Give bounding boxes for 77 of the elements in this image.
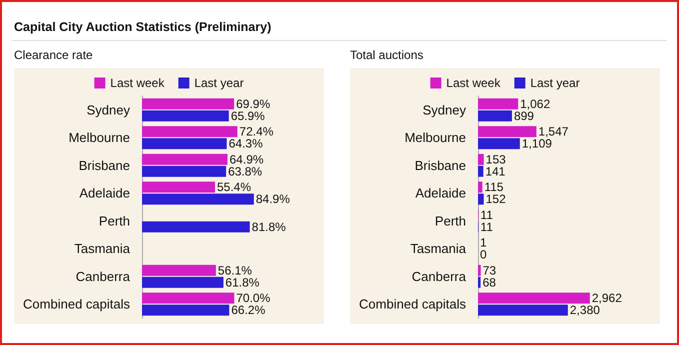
bar: [142, 154, 228, 165]
bar: [142, 264, 216, 276]
data-label: 1,547: [538, 124, 569, 139]
data-label: 69.9%: [236, 96, 270, 111]
bar: [142, 126, 238, 138]
bar: [142, 276, 224, 288]
legend-label: Last year: [194, 76, 244, 90]
bar: [142, 166, 226, 177]
bar: [478, 276, 481, 288]
data-label: 153: [486, 152, 506, 166]
data-label: 65.9%: [230, 108, 266, 123]
y-tick-label: Adelaide: [415, 186, 466, 201]
data-label: 63.8%: [228, 164, 262, 178]
y-tick-label: Canberra: [76, 268, 131, 284]
data-label: 81.8%: [252, 220, 286, 234]
y-tick-label: Brisbane: [414, 158, 466, 173]
y-tick-label: Combined capitals: [359, 296, 466, 312]
chart-title: Total auctions: [350, 48, 424, 64]
y-tick-label: Sydney: [422, 102, 466, 118]
data-label: 72.4%: [239, 124, 274, 139]
bar: [142, 304, 230, 316]
bar: [478, 154, 484, 165]
legend-label: Last week: [446, 76, 502, 90]
data-label: 64.3%: [228, 136, 264, 151]
data-label: 115: [484, 180, 504, 194]
data-label: 1,109: [522, 136, 552, 151]
bar: [142, 110, 229, 122]
y-tick-label: Melbourne: [68, 130, 130, 146]
y-tick-label: Brisbane: [78, 158, 130, 173]
y-tick-label: Perth: [98, 213, 130, 228]
bar: [478, 126, 536, 138]
data-label: 11: [480, 208, 494, 222]
chart-subtitle: Clearance rate: [14, 48, 94, 64]
data-label: 0: [480, 248, 487, 262]
data-label: 64.9%: [230, 152, 264, 166]
y-tick-label: Tasmania: [410, 241, 467, 256]
y-tick-label: Perth: [434, 213, 466, 228]
bar: [478, 194, 484, 205]
bar: [142, 292, 234, 304]
data-label: 55.4%: [216, 180, 252, 194]
data-label: 2,380: [570, 303, 600, 318]
data-label: 61.8%: [225, 275, 260, 290]
legend-label: Last week: [110, 76, 166, 90]
bar: [142, 221, 250, 232]
bar: [478, 304, 568, 316]
data-label: 56.1%: [218, 263, 252, 278]
data-label: 11: [480, 220, 494, 234]
bar: [142, 138, 227, 150]
data-label: 66.2%: [231, 303, 266, 318]
bar: [478, 110, 512, 122]
bar: [142, 98, 234, 110]
y-tick-label: Melbourne: [404, 130, 466, 146]
y-tick-label: Adelaide: [79, 186, 130, 201]
data-label: 70.0%: [236, 291, 271, 306]
data-label: 899: [514, 108, 534, 123]
y-tick-label: Tasmania: [74, 241, 131, 256]
data-label: 1,062: [520, 96, 550, 111]
data-label: 152: [486, 192, 506, 206]
y-tick-label: Sydney: [86, 102, 130, 118]
bar: [478, 264, 481, 276]
data-label: 141: [485, 164, 506, 178]
bar: [478, 138, 520, 150]
y-tick-label: Canberra: [412, 268, 467, 284]
bar: [478, 292, 590, 304]
data-label: 2,962: [592, 291, 622, 306]
data-label: 68: [482, 275, 496, 290]
bar: [478, 182, 482, 193]
bar: [142, 194, 254, 205]
data-label: 84.9%: [256, 192, 290, 206]
data-label: 73: [482, 263, 496, 278]
y-tick-label: Combined capitals: [23, 296, 130, 312]
bar: [478, 98, 518, 110]
bar: [142, 182, 215, 193]
bar: [478, 166, 484, 177]
data-label: 1: [480, 236, 488, 250]
chart-title: Capital City Auction Statistics (Preliminary): [14, 20, 272, 34]
legend-label: Last year: [530, 76, 580, 90]
